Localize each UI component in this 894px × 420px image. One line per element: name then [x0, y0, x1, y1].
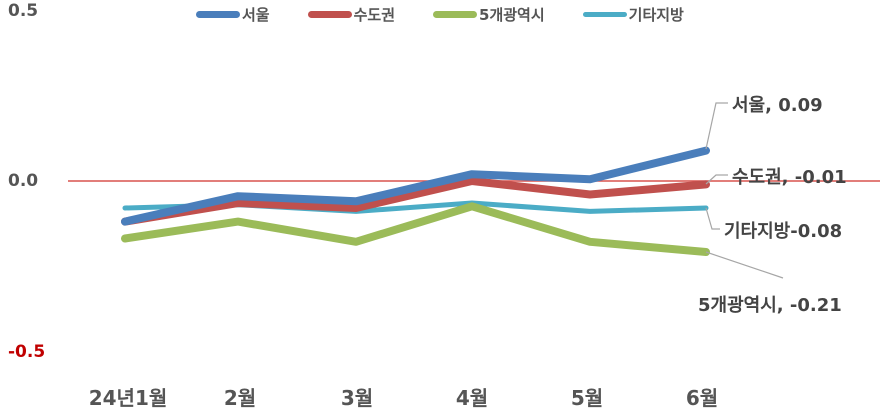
x-tick-apr: 4월 — [455, 386, 489, 410]
chart-legend: 서울 수도권 5개광역시 기타지방 — [196, 4, 722, 25]
legend-label-metro: 5개광역시 — [479, 6, 545, 24]
legend-item-metro: 5개광역시 — [433, 4, 545, 25]
legend-swatch-other — [582, 12, 627, 17]
data-label-other: 기타지방-0.08 — [724, 221, 843, 242]
legend-swatch-metro — [433, 11, 478, 18]
data-label-metro: 5개광역시, -0.21 — [698, 295, 842, 316]
legend-label-sudogwon: 수도권 — [353, 6, 396, 24]
legend-label-other: 기타지방 — [628, 6, 684, 24]
legend-item-sudogwon: 수도권 — [307, 4, 396, 25]
y-tick-0.0: 0.0 — [8, 171, 39, 191]
legend-item-seoul: 서울 — [196, 4, 270, 25]
series-line-2 — [121, 202, 710, 256]
y-tick-neg-0.5: -0.5 — [8, 342, 46, 362]
series-line-0 — [121, 146, 710, 226]
annotation-leader-lines — [705, 102, 784, 279]
series-line-1 — [121, 177, 710, 226]
legend-item-other: 기타지방 — [582, 4, 684, 25]
legend-label-seoul: 서울 — [242, 6, 270, 24]
leader-line-metro — [705, 251, 784, 279]
x-tick-feb: 2월 — [223, 386, 257, 410]
data-label-seoul: 서울, 0.09 — [732, 95, 823, 116]
leader-line-seoul — [705, 102, 728, 150]
x-tick-may: 5월 — [570, 386, 604, 410]
x-tick-mar: 3월 — [340, 386, 374, 410]
data-label-sudogwon: 수도권, -0.01 — [732, 167, 847, 188]
y-tick-0.5: 0.5 — [8, 1, 39, 21]
leader-line-sudogwon — [705, 174, 728, 185]
series-lines — [121, 146, 710, 256]
leader-line-other — [705, 207, 720, 230]
x-tick-jun: 6월 — [685, 386, 719, 410]
x-tick-jan: 24년1월 — [88, 386, 168, 410]
legend-swatch-seoul — [196, 11, 240, 18]
legend-swatch-sudogwon — [307, 11, 352, 18]
